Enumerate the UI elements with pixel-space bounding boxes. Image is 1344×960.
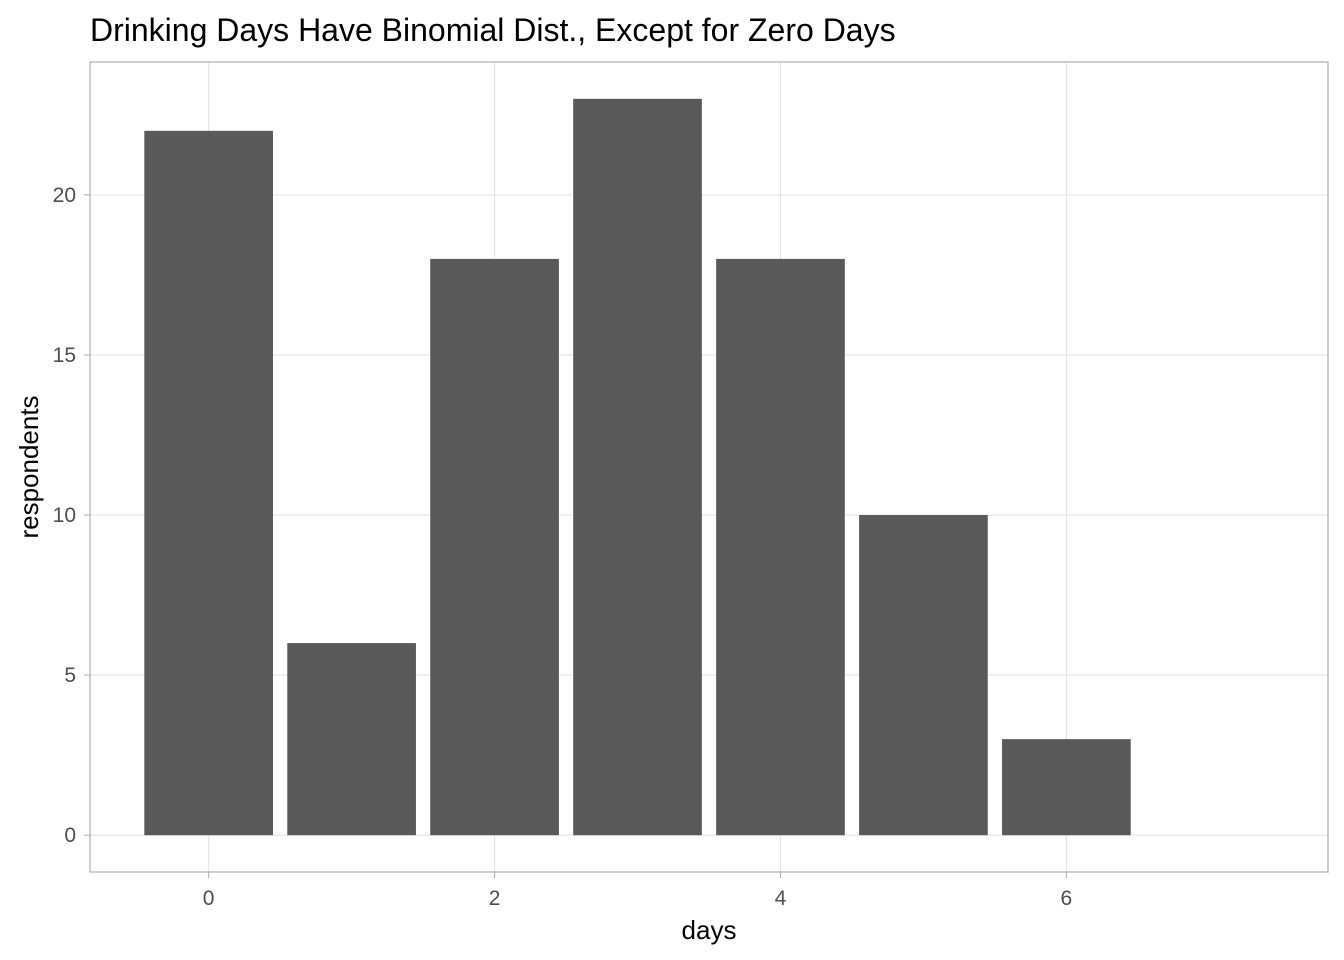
plot-panel-border [89, 61, 1329, 873]
grid-lines [90, 62, 1328, 872]
y-tick-label: 5 [64, 664, 76, 687]
bar-days-5 [859, 515, 988, 836]
bar-days-4 [716, 258, 845, 836]
y-tick-label: 10 [53, 504, 76, 527]
bar-days-1 [287, 643, 416, 836]
x-tick-label: 2 [489, 887, 501, 910]
y-tick-label: 15 [53, 344, 76, 367]
bar-days-0 [144, 130, 273, 836]
x-axis-ticks: 0 2 4 6 [203, 872, 1072, 910]
bar-days-2 [430, 258, 559, 836]
x-axis-title: days [682, 915, 737, 945]
y-axis-title: respondents [14, 395, 44, 538]
bar-days-6 [1002, 739, 1131, 836]
bar-days-3 [573, 98, 702, 836]
y-axis-ticks: 0 5 10 15 20 [53, 184, 90, 847]
bars [144, 98, 1131, 836]
x-tick-label: 6 [1061, 887, 1073, 910]
y-tick-label: 0 [64, 824, 76, 847]
x-tick-label: 0 [203, 887, 215, 910]
x-tick-label: 4 [775, 887, 787, 910]
y-tick-label: 20 [53, 184, 76, 207]
chart-title: Drinking Days Have Binomial Dist., Excep… [90, 12, 896, 48]
